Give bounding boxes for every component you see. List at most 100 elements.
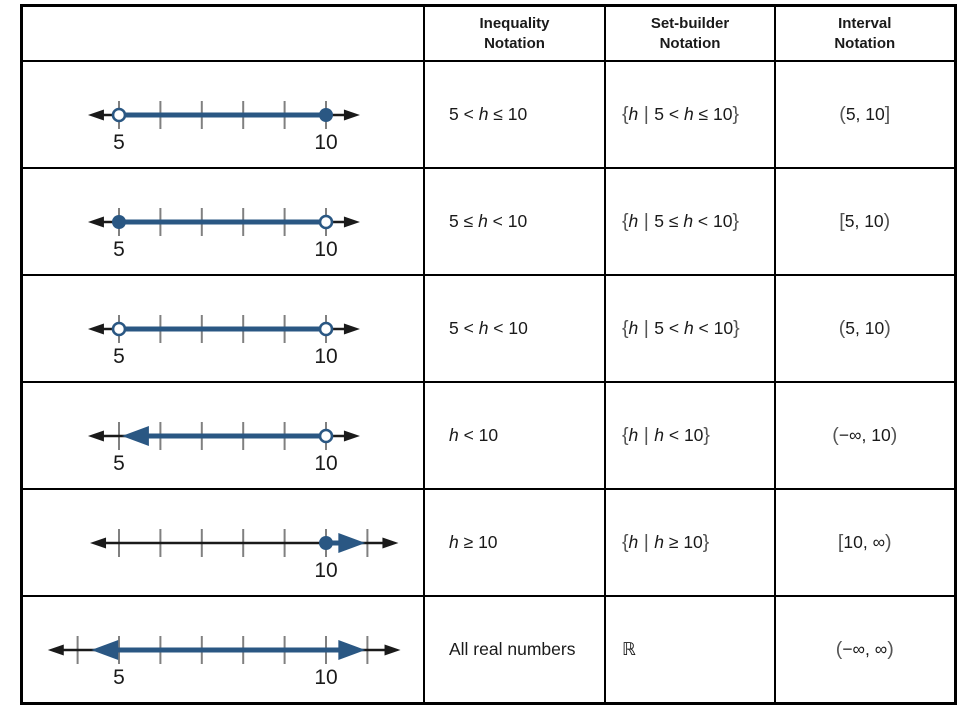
- math-text: 5 <: [449, 104, 479, 124]
- math-delimiter: {: [622, 424, 629, 446]
- inequality-cell: h < 10: [423, 381, 606, 490]
- numberline-cell: 5 10: [20, 595, 425, 705]
- table-row: 5 10 5 < h < 10 {h | 5 < h < 10} (5, 10): [20, 274, 956, 383]
- math-text: < 10: [488, 318, 528, 338]
- svg-text:5: 5: [113, 345, 125, 368]
- header-numberline-empty: [20, 4, 425, 62]
- math-delimiter: (: [838, 317, 846, 339]
- math-variable: h: [628, 318, 639, 338]
- header-line: Inequality: [479, 15, 550, 32]
- svg-text:5: 5: [113, 131, 125, 154]
- header-line: Notation: [834, 34, 896, 52]
- math-text: All real numbers: [449, 639, 576, 659]
- table-row: 5 10 5 ≤ h < 10 {h | 5 ≤ h < 10} [5, 10): [20, 167, 956, 276]
- math-delimiter: {: [622, 317, 629, 339]
- number-line-closed5-open10: 5 10: [87, 208, 360, 261]
- number-line-all-reals: 5 10: [47, 636, 401, 689]
- set-builder-cell: {h | h ≥ 10}: [604, 488, 776, 597]
- set-builder-cell: ℝ: [604, 595, 776, 705]
- math-text: −∞, 10: [838, 425, 891, 445]
- inequality-cell: 5 < h < 10: [423, 274, 606, 383]
- svg-text:10: 10: [314, 238, 337, 261]
- math-text: ≤ 10: [693, 104, 733, 124]
- header-inequality-notation: Inequality Notation: [423, 4, 606, 62]
- header-line: Notation: [659, 34, 721, 52]
- inequality-cell: All real numbers: [423, 595, 606, 705]
- svg-text:5: 5: [113, 452, 125, 475]
- svg-text:5: 5: [113, 666, 125, 689]
- svg-text:10: 10: [314, 666, 337, 689]
- math-delimiter: |: [638, 424, 655, 446]
- math-text: 5 ≤: [449, 211, 479, 231]
- math-text: −∞, ∞: [842, 639, 888, 659]
- svg-text:5: 5: [113, 238, 125, 261]
- number-line-open5-closed10: 5 10: [87, 101, 360, 154]
- header-line: Notation: [484, 34, 545, 52]
- math-variable: h: [628, 532, 639, 552]
- math-variable: h: [683, 211, 694, 231]
- math-delimiter: ): [887, 638, 894, 660]
- numberline-cell: 5 10: [20, 381, 425, 490]
- math-variable: h: [628, 425, 639, 445]
- math-variable: h: [449, 425, 459, 445]
- math-text: < 10: [693, 211, 733, 231]
- math-variable: h: [654, 532, 664, 552]
- math-delimiter: ]: [884, 103, 891, 125]
- number-line-arrowleft-open10: 5 10: [87, 422, 360, 475]
- math-delimiter: |: [638, 103, 655, 125]
- numberline-cell: 5 10: [20, 274, 425, 383]
- numberline-cell: 5 10: [20, 60, 425, 169]
- math-delimiter: }: [733, 317, 740, 339]
- math-text: ℝ: [622, 639, 636, 659]
- interval-cell: [10, ∞): [774, 488, 956, 597]
- svg-text:10: 10: [314, 452, 337, 475]
- set-builder-cell: {h | 5 ≤ h < 10}: [604, 167, 776, 276]
- number-line-open5-open10: 5 10: [87, 315, 360, 368]
- svg-text:10: 10: [314, 131, 337, 154]
- math-delimiter: |: [638, 531, 655, 553]
- header-line: Interval: [838, 15, 892, 32]
- header-set-builder-notation: Set-builder Notation: [604, 4, 776, 62]
- math-delimiter: ): [890, 424, 898, 446]
- math-text: 5 ≤: [654, 211, 684, 231]
- math-variable: h: [478, 318, 489, 338]
- numberline-cell: 10: [20, 488, 425, 597]
- math-text: 5 <: [654, 104, 684, 124]
- interval-cell: (5, 10): [774, 274, 956, 383]
- math-text: 5 <: [654, 318, 684, 338]
- math-delimiter: ): [884, 317, 891, 339]
- math-delimiter: ): [885, 531, 892, 553]
- math-delimiter: }: [703, 424, 710, 446]
- number-line-closed10-arrowright: 10: [90, 529, 399, 582]
- math-text: < 10: [458, 425, 499, 445]
- math-delimiter: (: [835, 638, 843, 660]
- header-interval-notation: Interval Notation: [774, 4, 956, 62]
- header-line: Set-builder: [650, 15, 730, 32]
- inequality-cell: 5 ≤ h < 10: [423, 167, 606, 276]
- svg-text:10: 10: [314, 559, 337, 582]
- math-variable: h: [628, 104, 639, 124]
- math-text: < 10: [693, 318, 734, 338]
- set-builder-cell: {h | h < 10}: [604, 381, 776, 490]
- interval-cell: [5, 10): [774, 167, 956, 276]
- interval-notation-table: Inequality Notation Set-builder Notation…: [20, 4, 957, 705]
- table-row: 5 10 h < 10 {h | h < 10} (−∞, 10): [20, 381, 956, 490]
- math-delimiter: {: [622, 531, 629, 553]
- math-text: ≥ 10: [664, 532, 703, 552]
- math-variable: h: [683, 318, 694, 338]
- math-delimiter: (: [839, 103, 846, 125]
- math-delimiter: |: [638, 317, 655, 339]
- table-row: 5 10 5 < h ≤ 10 {h | 5 < h ≤ 10} (5, 10]: [20, 60, 956, 169]
- math-delimiter: }: [702, 531, 710, 553]
- interval-cell: (5, 10]: [774, 60, 956, 169]
- header-row: Inequality Notation Set-builder Notation…: [20, 4, 956, 62]
- interval-cell: (−∞, ∞): [774, 595, 956, 705]
- math-delimiter: [: [837, 531, 844, 553]
- math-delimiter: {: [622, 210, 629, 232]
- math-delimiter: }: [732, 103, 740, 125]
- math-text: ≥ 10: [458, 532, 498, 552]
- math-variable: h: [683, 104, 694, 124]
- math-delimiter: (: [832, 424, 839, 446]
- table-row: 5 10 All real numbers ℝ (−∞, ∞): [20, 595, 956, 705]
- inequality-cell: h ≥ 10: [423, 488, 606, 597]
